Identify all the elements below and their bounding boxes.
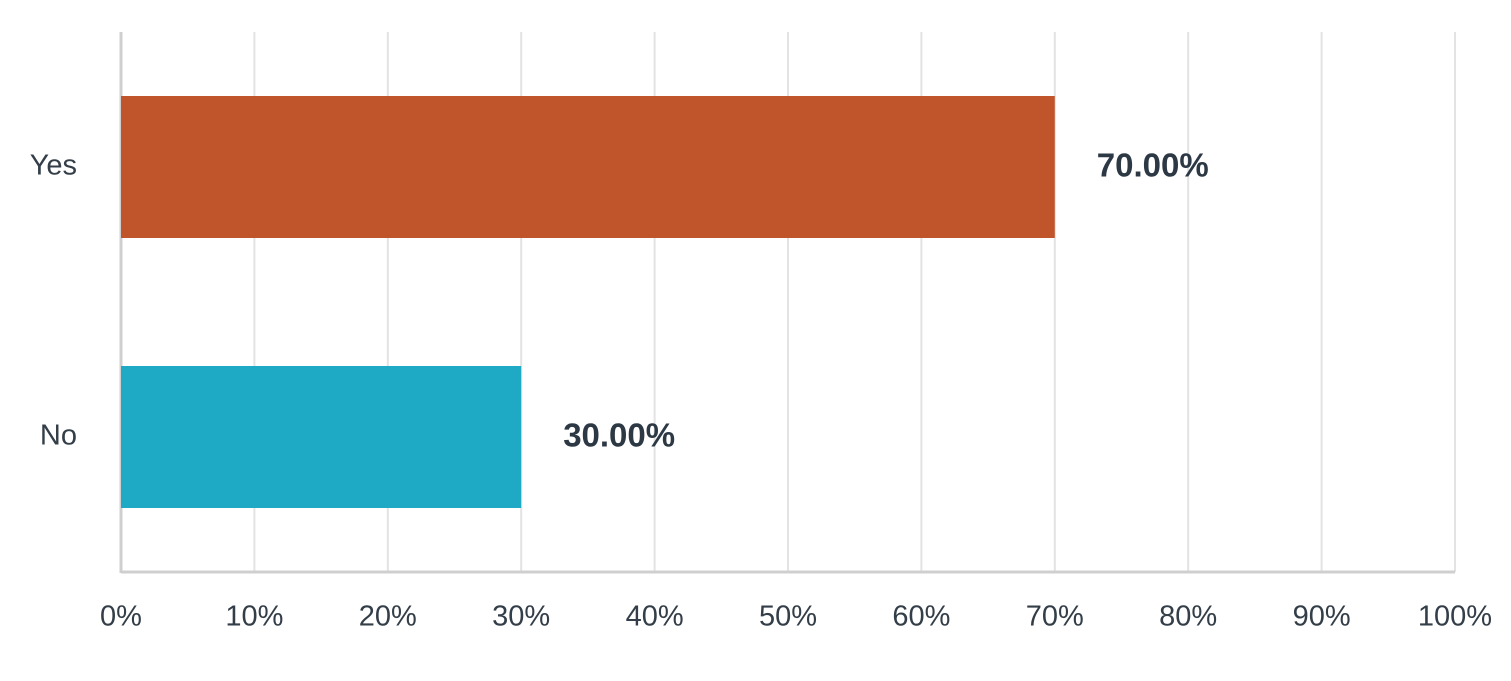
x-tick-label: 100% xyxy=(1418,601,1492,633)
x-tick-label: 10% xyxy=(225,601,283,633)
x-tick-label: 50% xyxy=(759,601,817,633)
y-tick-label: No xyxy=(40,420,77,452)
x-tick-label: 80% xyxy=(1159,601,1217,633)
x-tick-label: 0% xyxy=(100,601,142,633)
x-tick-label: 60% xyxy=(892,601,950,633)
value-label: 70.00% xyxy=(1097,147,1209,184)
x-tick-label: 90% xyxy=(1293,601,1351,633)
x-tick-label: 40% xyxy=(626,601,684,633)
value-label: 30.00% xyxy=(563,417,675,454)
bar xyxy=(121,96,1055,238)
y-tick-label: Yes xyxy=(30,150,77,182)
x-tick-label: 70% xyxy=(1026,601,1084,633)
x-tick-label: 20% xyxy=(359,601,417,633)
bar xyxy=(121,366,522,508)
x-tick-label: 30% xyxy=(492,601,550,633)
